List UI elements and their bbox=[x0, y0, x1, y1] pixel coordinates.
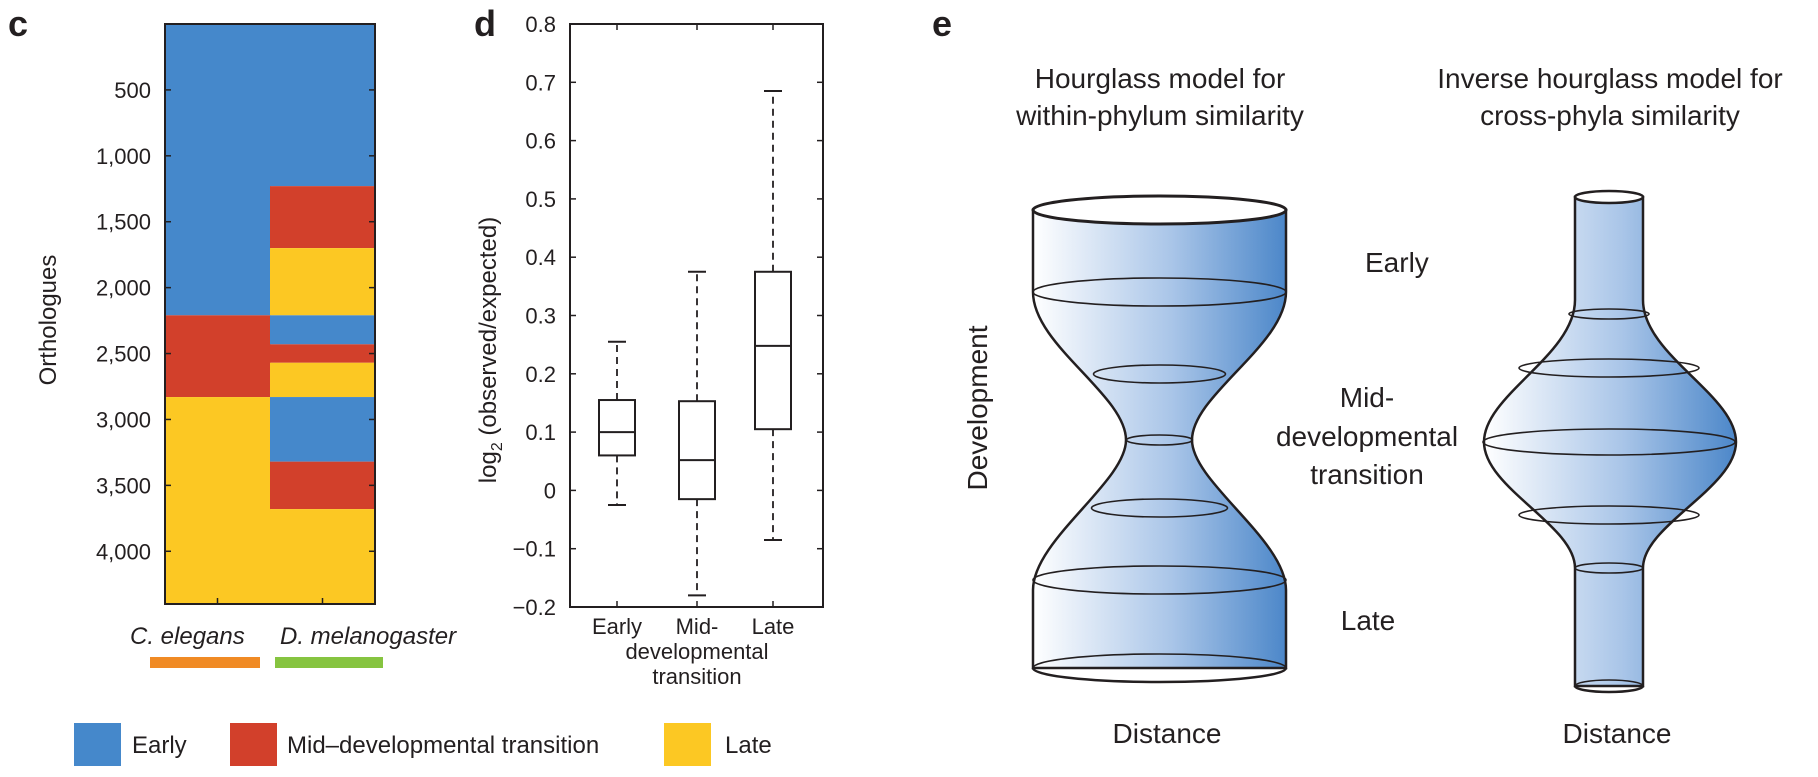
panel-letter-d: d bbox=[474, 3, 496, 44]
boxplot-y-tick-label: 0.2 bbox=[525, 362, 556, 387]
development-axis-label: Development bbox=[962, 325, 993, 490]
heatmap-cell-c-elegans-2 bbox=[165, 397, 271, 604]
heatmap-y-tick-label: 500 bbox=[114, 78, 151, 103]
boxplot-y-tick-label: 0.6 bbox=[525, 129, 556, 154]
heatmap-cell-d-melanogaster-2 bbox=[270, 248, 376, 316]
heatmap-y-tick-label: 1,000 bbox=[96, 144, 151, 169]
heatmap-y-tick-label: 4,000 bbox=[96, 539, 151, 564]
heatmap-cell-d-melanogaster-6 bbox=[270, 397, 376, 462]
boxplot-x-label-mid-0: Mid- bbox=[676, 614, 719, 639]
species-label-c-elegans: C. elegans bbox=[130, 623, 245, 650]
box-early bbox=[598, 399, 636, 457]
heatmap-cell-d-melanogaster-0 bbox=[270, 24, 376, 187]
heatmap-frame bbox=[164, 23, 376, 605]
heatmap-y-axis: 500 1,000 1,500 2,000 2,500 3,000 3,500 4,000 bbox=[96, 78, 375, 564]
hourglass-shape bbox=[1031, 194, 1288, 684]
label-mid-line2: developmental bbox=[1276, 421, 1458, 452]
boxplot-x-label-mid-1: developmental bbox=[625, 639, 768, 664]
box-mid bbox=[678, 400, 716, 501]
boxplot-y-tick-label: 0.5 bbox=[525, 187, 556, 212]
boxplot-y-tick-label: −0.1 bbox=[513, 537, 556, 562]
legend-label-mid: Mid–developmental transition bbox=[287, 732, 599, 759]
label-early: Early bbox=[1365, 247, 1429, 278]
c-elegans-color-bar bbox=[150, 657, 260, 668]
boxplot-y-tick-label: 0.1 bbox=[525, 420, 556, 445]
label-mid-line1: Mid- bbox=[1340, 382, 1394, 413]
legend-label-late: Late bbox=[725, 732, 772, 759]
heatmap-y-tick-label: 2,000 bbox=[96, 276, 151, 301]
heatmap-y-tick-label: 2,500 bbox=[96, 342, 151, 367]
species-label-d-melanogaster: D. melanogaster bbox=[280, 623, 457, 650]
label-late: Late bbox=[1341, 605, 1396, 636]
hourglass-title-line1: Hourglass model for bbox=[1035, 63, 1286, 94]
heatmap-cell-d-melanogaster-7 bbox=[270, 461, 376, 510]
boxplot-x-label-late-0: Late bbox=[752, 614, 795, 639]
panel-letter-c: c bbox=[8, 3, 28, 44]
heatmap-cell-d-melanogaster-1 bbox=[270, 186, 376, 249]
panel-letter-e: e bbox=[932, 3, 952, 44]
legend: Early Mid–developmental transition Late bbox=[74, 723, 772, 766]
inverse-hourglass-title-line1: Inverse hourglass model for bbox=[1437, 63, 1783, 94]
legend-swatch-late bbox=[664, 723, 711, 766]
label-mid-line3: transition bbox=[1310, 459, 1424, 490]
distance-label-inverse: Distance bbox=[1563, 718, 1672, 749]
boxplot-y-label: log2 (observed/expected) bbox=[475, 217, 506, 483]
heatmap-cell-d-melanogaster-8 bbox=[270, 509, 376, 604]
boxplot-y-tick-label: 0.7 bbox=[525, 70, 556, 95]
legend-swatch-mid bbox=[230, 723, 277, 766]
heatmap-cell-d-melanogaster-4 bbox=[270, 344, 376, 363]
boxplot-y-tick-label: 0 bbox=[544, 478, 556, 503]
heatmap-cell-d-melanogaster-3 bbox=[270, 315, 376, 345]
heatmap-y-label: Orthologues bbox=[35, 255, 62, 386]
boxplot-y-tick-label: −0.2 bbox=[513, 595, 556, 620]
inverse-hourglass-shape bbox=[1482, 189, 1738, 694]
boxplot-y-tick-label: 0.3 bbox=[525, 304, 556, 329]
legend-label-early: Early bbox=[132, 732, 187, 759]
heatmap-c bbox=[164, 23, 376, 605]
boxplot-d: 0.8 0.7 0.6 0.5 0.4 0.3 0.2 0.1 0 −0.1 −0.2 Early Mi… bbox=[513, 12, 824, 689]
d-melanogaster-color-bar bbox=[275, 657, 383, 668]
heatmap-y-tick-label: 3,500 bbox=[96, 473, 151, 498]
heatmap-cell-c-elegans-1 bbox=[165, 315, 271, 398]
boxplot-x-label-early-0: Early bbox=[592, 614, 642, 639]
boxplot-y-tick-label: 0.8 bbox=[525, 12, 556, 37]
heatmap-y-tick-label: 3,000 bbox=[96, 407, 151, 432]
legend-swatch-early bbox=[74, 723, 121, 766]
heatmap-cell-c-elegans-0 bbox=[165, 24, 271, 316]
box-late bbox=[754, 270, 792, 431]
boxplot-x-label-mid-2: transition bbox=[652, 664, 741, 689]
hourglass-title-line2: within-phylum similarity bbox=[1015, 100, 1304, 131]
boxplot-y-label-rest: (observed/expected) bbox=[475, 217, 502, 442]
distance-label-hourglass: Distance bbox=[1113, 718, 1222, 749]
heatmap-cell-d-melanogaster-5 bbox=[270, 362, 376, 398]
inverse-hourglass-title-line2: cross-phyla similarity bbox=[1480, 100, 1740, 131]
boxplot-y-tick-label: 0.4 bbox=[525, 245, 556, 270]
boxplot-y-label-subscript: 2 bbox=[489, 442, 506, 451]
heatmap-y-tick-label: 1,500 bbox=[96, 210, 151, 235]
boxplot-y-label-log: log bbox=[475, 451, 502, 483]
